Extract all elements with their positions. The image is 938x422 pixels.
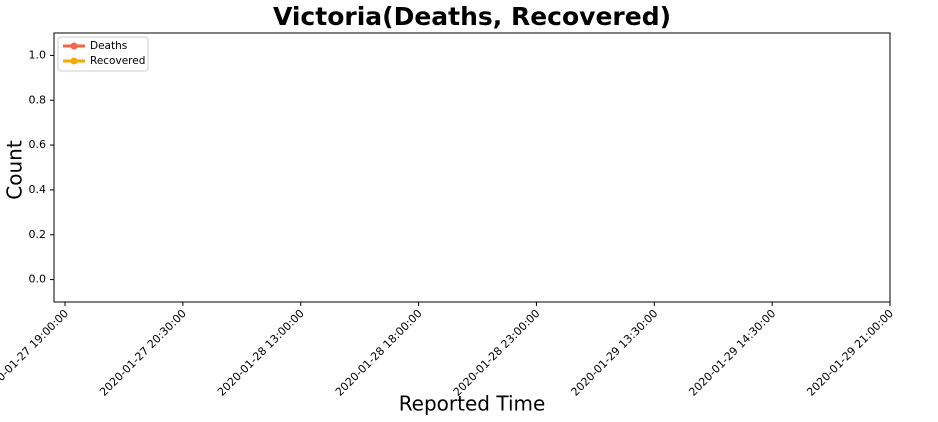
x-tick-label: 2020-01-27 19:00:00 [0, 307, 71, 399]
y-axis-label: Count [3, 140, 27, 200]
x-tick-label: 2020-01-29 13:30:00 [569, 307, 661, 399]
x-axis-label: Reported Time [399, 392, 546, 416]
plot-frame [53, 32, 891, 303]
legend-marker [70, 42, 78, 50]
y-tick-label: 0.6 [29, 138, 47, 151]
y-tick-label: 0.2 [29, 228, 47, 241]
y-tick-label: 1.0 [29, 48, 47, 61]
x-tick-label: 2020-01-27 20:30:00 [97, 307, 189, 399]
x-tick-label: 2020-01-29 21:00:00 [804, 307, 896, 399]
legend-label: Recovered [90, 55, 145, 67]
x-tick-label: 2020-01-28 23:00:00 [451, 307, 543, 399]
chart-title: Victoria(Deaths, Recovered) [273, 2, 671, 31]
x-tick-label: 2020-01-29 14:30:00 [686, 307, 778, 399]
legend: Deaths Recovered [57, 36, 149, 72]
legend-label: Deaths [90, 40, 127, 52]
legend-marker [70, 57, 78, 65]
x-tick-label: 2020-01-28 13:00:00 [215, 307, 307, 399]
y-tick-label: 0.0 [29, 273, 47, 286]
y-tick-label: 0.8 [29, 93, 47, 106]
y-tick-label: 0.4 [29, 183, 47, 196]
x-tick-label: 2020-01-28 18:00:00 [333, 307, 425, 399]
